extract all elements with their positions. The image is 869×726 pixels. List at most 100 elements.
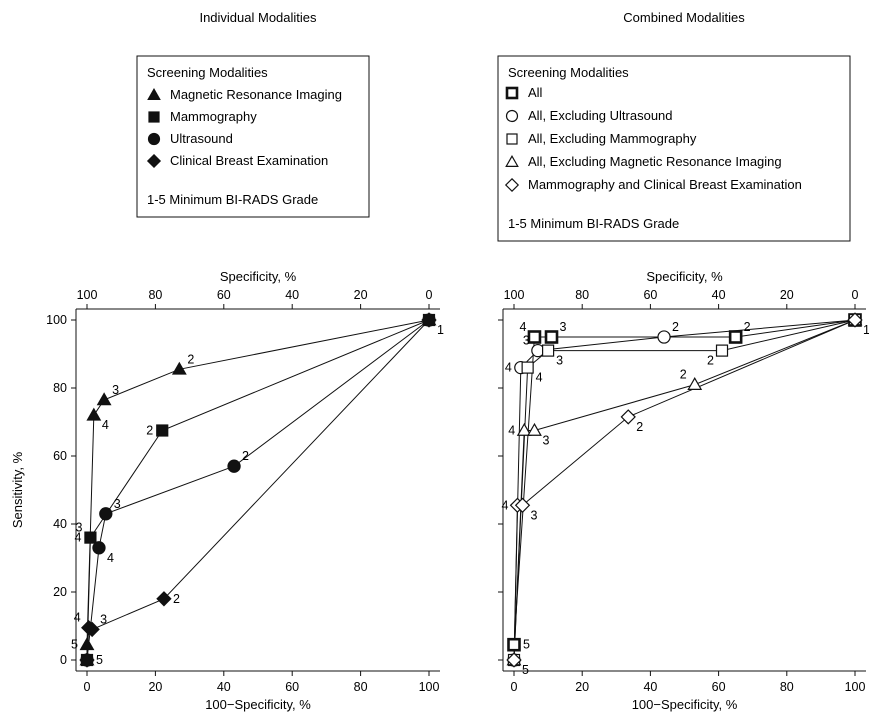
data-point xyxy=(84,531,97,544)
x-tick-label: 80 xyxy=(354,680,368,694)
point-label: 2 xyxy=(744,320,751,334)
x-tick-label: 100 xyxy=(845,680,866,694)
legend-marker-circle xyxy=(505,109,519,123)
data-point xyxy=(544,330,559,344)
legend-entry: Magnetic Resonance Imaging xyxy=(170,87,342,102)
point-label: 4 xyxy=(107,551,114,565)
legend-marker-square xyxy=(505,86,519,100)
data-point xyxy=(421,312,437,328)
data-point xyxy=(620,409,636,425)
legend-marker-circle xyxy=(147,132,161,146)
point-label: 2 xyxy=(146,424,153,438)
point-label: 2 xyxy=(672,320,679,334)
x2-tick-label: 80 xyxy=(575,288,589,302)
data-point xyxy=(96,392,112,406)
y-tick-label: 40 xyxy=(53,517,67,531)
point-label: 5 xyxy=(71,638,78,652)
data-point xyxy=(507,637,521,652)
x2-tick-label: 80 xyxy=(148,288,162,302)
point-label: 5 xyxy=(96,653,103,667)
data-point xyxy=(156,424,169,437)
point-label: 3 xyxy=(542,434,549,448)
point-label: 3 xyxy=(560,320,567,334)
x-tick-label: 80 xyxy=(780,680,794,694)
point-label: 2 xyxy=(187,352,194,366)
x2-axis-label: Specificity, % xyxy=(646,269,723,284)
data-point xyxy=(715,344,729,357)
x-tick-label: 60 xyxy=(285,680,299,694)
point-label: 4 xyxy=(102,418,109,432)
data-point xyxy=(516,422,532,436)
data-point xyxy=(506,652,522,668)
point-label: 4 xyxy=(505,361,512,375)
point-label: 2 xyxy=(636,420,643,434)
x-tick-label: 0 xyxy=(511,680,518,694)
legend-entry: Ultrasound xyxy=(170,131,233,146)
x-tick-label: 20 xyxy=(148,680,162,694)
x-tick-label: 60 xyxy=(712,680,726,694)
legend-marker-diamond xyxy=(146,153,162,169)
y-tick-label: 0 xyxy=(60,653,67,667)
point-label: 2 xyxy=(173,592,180,606)
point-label: 4 xyxy=(501,498,508,512)
point-label: 1 xyxy=(437,323,444,337)
legend-footnote: 1-5 Minimum BI-RADS Grade xyxy=(508,216,679,231)
legend-entry: Mammography xyxy=(170,109,257,124)
point-label: 1 xyxy=(863,323,869,337)
x2-tick-label: 20 xyxy=(354,288,368,302)
data-point xyxy=(86,407,102,421)
data-point xyxy=(79,637,95,651)
legend-footnote: 1-5 Minimum BI-RADS Grade xyxy=(147,192,318,207)
x2-tick-label: 40 xyxy=(285,288,299,302)
data-point xyxy=(79,652,95,668)
y-tick-label: 80 xyxy=(53,381,67,395)
x-axis-label: 100−Specificity, % xyxy=(632,697,738,712)
data-point xyxy=(521,361,534,374)
panel-title: Individual Modalities xyxy=(199,10,317,25)
data-point xyxy=(541,344,555,357)
data-point xyxy=(657,330,671,344)
x-tick-label: 40 xyxy=(643,680,657,694)
x2-tick-label: 60 xyxy=(217,288,231,302)
legend-entry: All xyxy=(528,85,543,100)
x-tick-label: 0 xyxy=(84,680,91,694)
point-label: 3 xyxy=(556,354,563,368)
point-label: 3 xyxy=(523,334,530,348)
series-line xyxy=(86,319,430,661)
x2-tick-label: 20 xyxy=(780,288,794,302)
point-label: 2 xyxy=(707,354,714,368)
x-tick-label: 20 xyxy=(575,680,589,694)
point-label: 2 xyxy=(680,368,687,382)
panel-title: Combined Modalities xyxy=(623,10,745,25)
x2-tick-label: 100 xyxy=(77,288,98,302)
point-label: 3 xyxy=(100,612,107,626)
legend-entry: All, Excluding Magnetic Resonance Imagin… xyxy=(528,154,782,169)
panel-combined-modalities: Combined Modalities Screening Modalities A… xyxy=(497,10,869,712)
point-label: 4 xyxy=(74,611,81,625)
point-label: 4 xyxy=(74,531,81,545)
legend-title: Screening Modalities xyxy=(508,65,629,80)
point-label: 2 xyxy=(242,449,249,463)
x2-tick-label: 100 xyxy=(504,288,525,302)
series-line xyxy=(86,319,430,661)
legend-marker-square xyxy=(506,133,518,145)
point-label: 5 xyxy=(522,663,529,677)
x-axis-label: 100−Specificity, % xyxy=(205,697,311,712)
x2-tick-label: 60 xyxy=(643,288,657,302)
y-tick-label: 60 xyxy=(53,449,67,463)
legend-entry: Clinical Breast Examination xyxy=(170,153,328,168)
data-point xyxy=(99,507,113,521)
point-label: 3 xyxy=(531,508,538,522)
series-line xyxy=(86,319,430,661)
data-point xyxy=(847,312,863,328)
data-point xyxy=(728,330,743,344)
x2-tick-label: 0 xyxy=(852,288,859,302)
point-label: 4 xyxy=(520,320,527,334)
data-point xyxy=(527,330,542,344)
legend-entry: Mammography and Clinical Breast Examinat… xyxy=(528,177,802,192)
data-point xyxy=(92,541,106,555)
point-label: 3 xyxy=(75,521,82,535)
data-point xyxy=(84,621,100,638)
legend-box xyxy=(136,55,370,218)
x2-tick-label: 40 xyxy=(712,288,726,302)
